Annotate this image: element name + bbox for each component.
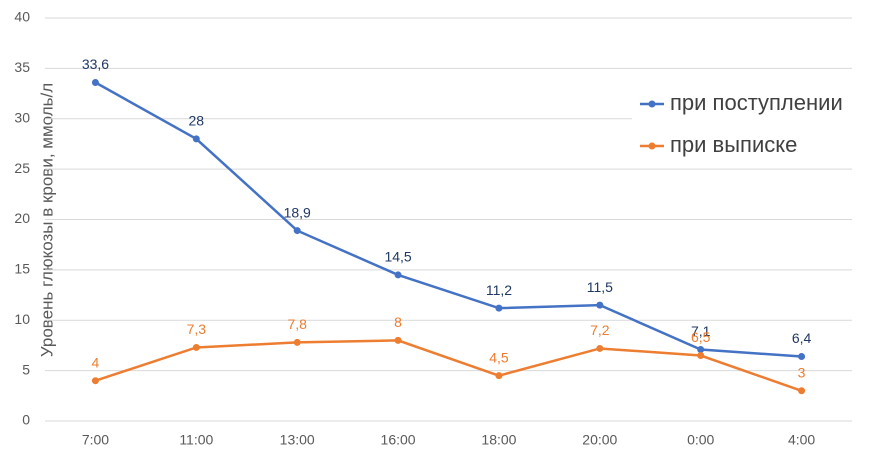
data-label: 8	[394, 314, 402, 330]
x-tick-label: 4:00	[788, 432, 815, 448]
series-line	[94, 81, 802, 358]
data-label: 7,2	[590, 322, 610, 338]
data-point	[798, 353, 806, 361]
x-tick-label: 13:00	[280, 432, 315, 448]
legend-marker	[648, 142, 656, 150]
data-point	[697, 345, 705, 353]
x-tick-label: 0:00	[687, 432, 714, 448]
data-point	[394, 271, 402, 279]
data-point	[192, 135, 200, 143]
data-point	[293, 338, 301, 346]
data-label: 28	[189, 113, 205, 129]
x-tick-label: 7:00	[82, 432, 109, 448]
x-tick-label: 11:00	[179, 432, 213, 448]
legend-label: при поступлении	[670, 90, 843, 115]
data-label: 33,6	[82, 56, 109, 72]
legend-label: при выписке	[670, 132, 797, 157]
legend-bg	[632, 84, 868, 168]
x-tick-label: 16:00	[381, 432, 416, 448]
data-label: 3	[798, 364, 806, 380]
data-label: 18,9	[284, 204, 311, 220]
x-tick-label: 20:00	[582, 432, 617, 448]
y-tick-label: 15	[14, 261, 30, 277]
y-tick-label: 0	[22, 412, 30, 428]
y-tick-label: 30	[14, 109, 30, 125]
data-label: 11,2	[486, 282, 512, 298]
y-tick-label: 20	[14, 210, 30, 226]
legend-marker	[648, 100, 656, 108]
data-label: 7,3	[187, 321, 207, 337]
data-label: 7,8	[287, 316, 307, 332]
series-line	[95, 339, 802, 392]
data-label: 7,1	[691, 323, 711, 339]
data-label: 6,4	[792, 330, 812, 346]
data-point	[192, 343, 200, 351]
data-point	[495, 372, 503, 380]
y-tick-label: 10	[14, 311, 30, 327]
y-tick-label: 25	[14, 160, 30, 176]
data-label: 6,5	[691, 329, 711, 345]
data-point	[394, 336, 402, 344]
data-point	[697, 352, 705, 360]
data-point	[596, 344, 604, 352]
y-tick-label: 5	[22, 361, 30, 377]
data-point	[798, 387, 806, 395]
data-point	[495, 304, 503, 312]
data-label: 14,5	[384, 249, 411, 265]
data-point	[91, 377, 99, 385]
data-point	[91, 78, 99, 86]
data-label: 4,5	[489, 349, 509, 365]
data-label: 11,5	[587, 279, 613, 295]
x-tick-label: 18:00	[481, 432, 516, 448]
y-tick-label: 35	[14, 59, 30, 75]
data-point	[293, 227, 301, 235]
data-label: 4	[92, 354, 100, 370]
y-tick-label: 40	[14, 9, 30, 25]
data-point	[596, 301, 604, 309]
